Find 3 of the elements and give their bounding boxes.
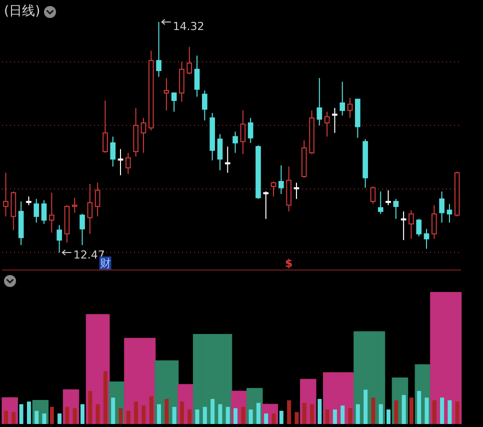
annotation: 14.32 xyxy=(172,20,204,33)
chart-title: (日线) xyxy=(4,4,40,19)
annotation: $ xyxy=(285,256,293,270)
